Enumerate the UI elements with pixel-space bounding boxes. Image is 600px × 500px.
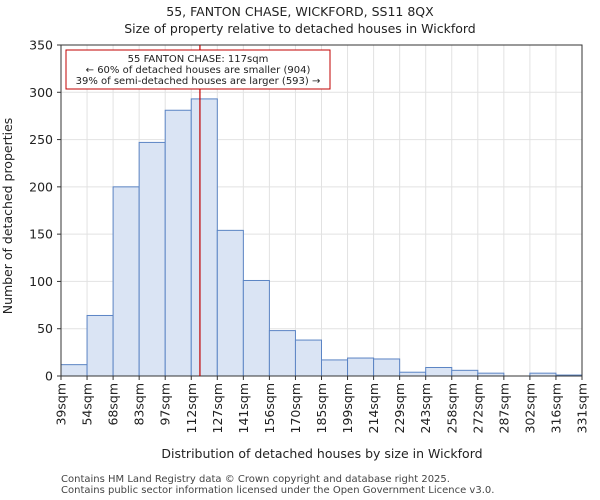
histogram-bar — [399, 371, 427, 377]
x-tick-label: 302sqm — [522, 383, 537, 433]
chart-title: 55, FANTON CHASE, WICKFORD, SS11 8QX — [166, 4, 434, 19]
x-tick-label: 39sqm — [54, 383, 69, 426]
y-tick-label: 300 — [29, 85, 53, 100]
x-tick-label: 272sqm — [470, 383, 485, 433]
x-tick-label: 287sqm — [496, 383, 511, 433]
histogram-bar — [321, 359, 349, 377]
histogram-bar — [242, 279, 270, 377]
y-tick-label: 0 — [45, 369, 53, 384]
x-tick-label: 83sqm — [132, 383, 147, 426]
y-tick-label: 100 — [29, 274, 53, 289]
histogram-bar — [138, 141, 166, 377]
x-tick-label: 243sqm — [418, 383, 433, 433]
histogram-bar — [60, 364, 88, 377]
x-tick-label: 229sqm — [392, 383, 407, 433]
histogram-bar — [294, 339, 323, 377]
x-tick-label: 68sqm — [106, 383, 121, 426]
x-tick-label: 156sqm — [262, 383, 277, 433]
histogram-bar — [373, 358, 401, 377]
x-axis-label: Distribution of detached houses by size … — [161, 446, 482, 461]
annotation-line: ← 60% of detached houses are smaller (90… — [86, 65, 311, 76]
x-tick-label: 141sqm — [236, 383, 251, 433]
x-tick-label: 258sqm — [444, 383, 459, 433]
footer-licence: Contains public sector information licen… — [61, 485, 495, 496]
x-tick-label: 214sqm — [366, 383, 381, 433]
histogram-bar — [216, 229, 244, 377]
x-tick-label: 316sqm — [548, 383, 563, 433]
y-tick-label: 200 — [29, 179, 53, 194]
annotation-line: 39% of semi-detached houses are larger (… — [76, 76, 321, 87]
histogram-bar — [451, 369, 479, 377]
histogram-bar — [86, 314, 114, 377]
x-tick-label: 97sqm — [158, 383, 173, 426]
x-tick-label: 127sqm — [210, 383, 225, 433]
x-tick-label: 199sqm — [340, 383, 355, 433]
histogram-bar — [268, 330, 296, 377]
annotation-box — [65, 49, 331, 90]
y-tick-label: 150 — [29, 227, 53, 242]
x-tick-label: 112sqm — [184, 383, 199, 433]
chart-subtitle: Size of property relative to detached ho… — [124, 21, 476, 36]
histogram-bar — [164, 109, 192, 377]
histogram-bar — [425, 366, 453, 377]
histogram-bar — [347, 357, 375, 377]
x-tick-label: 170sqm — [288, 383, 303, 433]
x-tick-label: 331sqm — [575, 383, 590, 433]
footer-copyright: Contains HM Land Registry data © Crown c… — [61, 474, 450, 485]
y-axis-label: Number of detached properties — [0, 118, 15, 315]
y-tick-label: 350 — [29, 38, 53, 53]
annotation-line: 55 FANTON CHASE: 117sqm — [128, 54, 269, 65]
x-tick-label: 54sqm — [80, 383, 95, 426]
histogram-bar — [190, 98, 218, 377]
x-tick-label: 185sqm — [314, 383, 329, 433]
histogram-bar — [112, 186, 140, 377]
y-tick-label: 50 — [37, 321, 53, 336]
y-tick-label: 250 — [29, 132, 53, 147]
